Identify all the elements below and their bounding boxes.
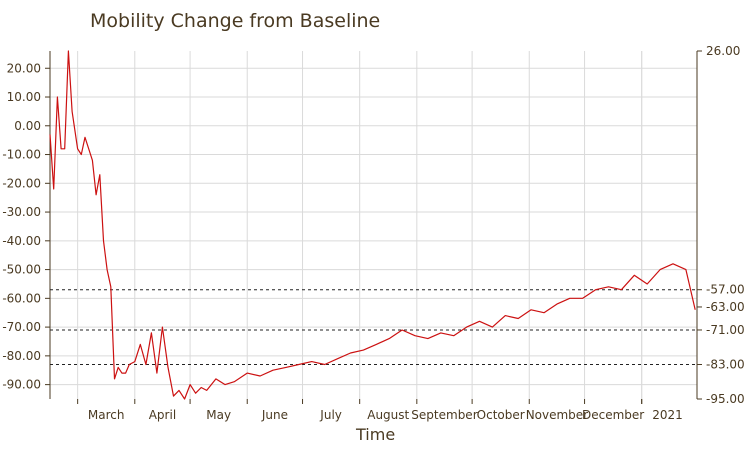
x-tick-label: June — [261, 408, 288, 422]
right-axis-label: -71.00 — [706, 323, 745, 337]
y-tick-label: -40.00 — [2, 234, 41, 248]
y-tick-label: -70.00 — [2, 320, 41, 334]
y-tick-label: -20.00 — [2, 176, 41, 190]
x-tick-label: August — [367, 408, 409, 422]
y-tick-label: -80.00 — [2, 349, 41, 363]
x-tick-label: April — [149, 408, 176, 422]
right-axis-label: 26.00 — [706, 44, 740, 58]
y-tick-label: -90.00 — [2, 378, 41, 392]
right-axis-label: -83.00 — [706, 357, 745, 371]
y-tick-label: 20.00 — [7, 61, 41, 75]
y-tick-label: 0.00 — [14, 119, 41, 133]
x-tick-label: May — [206, 408, 231, 422]
x-tick-label: November — [526, 408, 588, 422]
y-tick-label: -10.00 — [2, 148, 41, 162]
chart-title: Mobility Change from Baseline — [90, 10, 381, 32]
y-tick-label: -30.00 — [2, 205, 41, 219]
x-tick-label: March — [88, 408, 125, 422]
right-axis-label: -95.00 — [706, 392, 745, 406]
series-line — [49, 50, 696, 400]
x-tick-label: July — [319, 408, 342, 422]
x-tick-label: December — [582, 408, 644, 422]
x-tick-label: October — [477, 408, 525, 422]
y-tick-label: -60.00 — [2, 291, 41, 305]
right-axis-label: -57.00 — [706, 283, 745, 297]
x-tick-label: September — [411, 408, 477, 422]
y-tick-label: -50.00 — [2, 263, 41, 277]
x-tick-label: 2021 — [652, 408, 683, 422]
y-tick-label: 10.00 — [7, 90, 41, 104]
right-axis-label: -63.00 — [706, 300, 745, 314]
x-axis-title: Time — [356, 425, 396, 444]
